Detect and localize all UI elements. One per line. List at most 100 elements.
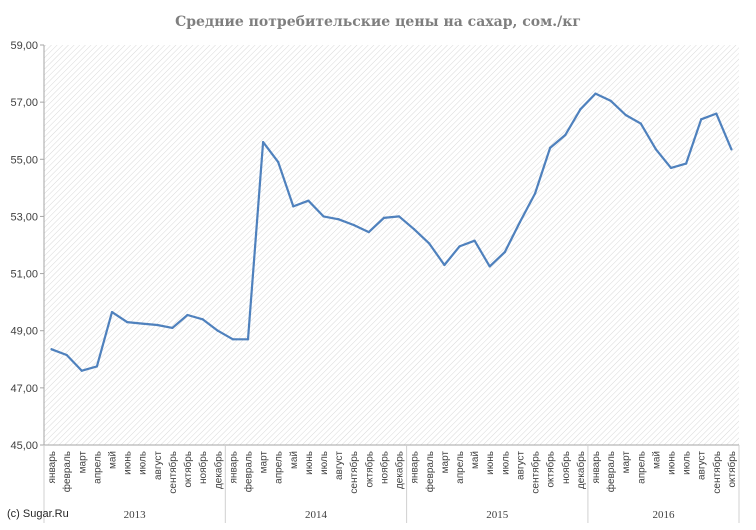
x-tick-label: апрель	[636, 451, 647, 484]
x-tick-label: ноябрь	[378, 451, 390, 484]
y-tick-label: 45,00	[10, 440, 38, 452]
x-tick-label: июнь	[304, 451, 315, 475]
chart-title: Средние потребительские цены на сахар, с…	[175, 14, 581, 30]
data-point	[367, 231, 370, 234]
data-point	[730, 148, 733, 151]
source-credit: (c) Sugar.Ru	[7, 508, 69, 520]
x-tick-label: май	[289, 451, 300, 469]
data-point	[488, 265, 491, 268]
x-tick-label: июнь	[667, 451, 678, 475]
series-line-0	[50, 92, 733, 372]
data-point	[261, 141, 265, 144]
data-point	[125, 321, 129, 324]
y-tick-label: 47,00	[10, 383, 38, 395]
y-tick-label: 59,00	[10, 40, 38, 52]
y-tick-label: 55,00	[10, 154, 38, 166]
x-tick-label: март	[440, 451, 451, 474]
x-tick-label: октябрь	[726, 451, 738, 488]
data-point	[352, 223, 355, 227]
data-point	[307, 199, 310, 202]
data-point	[518, 221, 522, 224]
data-point	[639, 122, 642, 125]
x-tick-label: март	[621, 451, 632, 474]
data-point	[292, 205, 295, 208]
x-tick-label: ноябрь	[197, 451, 209, 484]
y-tick-label: 49,00	[10, 326, 38, 338]
data-point	[201, 318, 204, 321]
data-point	[428, 242, 431, 245]
x-tick-label: февраль	[61, 451, 73, 492]
x-tick-label: октябрь	[182, 451, 194, 488]
x-tick-label: август	[334, 451, 345, 480]
data-point	[80, 369, 83, 372]
year-label: 2013	[124, 509, 147, 521]
x-tick-label: октябрь	[363, 451, 375, 488]
x-tick-label: октябрь	[545, 451, 557, 488]
data-point	[186, 313, 189, 317]
y-axis: 45,00 47,00 49,00 51,00 53,00 55,00 57,00 59,00	[10, 40, 45, 452]
data-point	[397, 215, 401, 218]
x-tick-label: август	[697, 451, 708, 480]
x-tick-label: июль	[138, 451, 149, 475]
x-tick-label: апрель	[92, 451, 103, 484]
data-point	[50, 348, 53, 351]
x-tick-label: декабрь	[394, 451, 406, 489]
x-tick-label: февраль	[605, 451, 617, 492]
data-point	[110, 311, 114, 314]
data-point	[95, 365, 98, 368]
x-tick-label: июль	[500, 451, 511, 475]
data-point	[503, 251, 506, 254]
plot-area	[44, 45, 739, 445]
year-label: 2014	[305, 509, 328, 521]
data-point	[564, 133, 567, 137]
data-point	[65, 353, 68, 357]
x-tick-label: сентябрь	[348, 451, 360, 494]
data-point	[609, 99, 612, 102]
x-tick-label: май	[107, 451, 118, 469]
data-point	[156, 323, 159, 327]
data-point	[413, 228, 416, 231]
data-point	[277, 161, 280, 164]
x-tick-label: июль	[319, 451, 330, 475]
x-tick-label: август	[515, 451, 526, 480]
x-tick-label: январь	[228, 451, 239, 483]
data-point	[231, 338, 234, 341]
x-tick-label: май	[470, 451, 481, 469]
x-tick-label: январь	[410, 451, 421, 483]
x-tick-label: сентябрь	[711, 451, 723, 494]
x-tick-label: март	[259, 451, 270, 474]
x-tick-label: январь	[47, 451, 58, 483]
data-point	[337, 218, 340, 221]
x-tick-label: май	[651, 451, 662, 469]
x-tick-label: июнь	[485, 451, 496, 475]
data-point	[579, 108, 582, 111]
x-tick-label: август	[153, 451, 164, 480]
data-point	[141, 322, 144, 325]
data-point	[533, 192, 537, 195]
data-point	[216, 329, 219, 332]
x-tick-label: июнь	[123, 451, 134, 475]
x-tick-label: декабрь	[575, 451, 587, 489]
data-point	[594, 92, 597, 95]
x-tick-label: июль	[682, 451, 693, 475]
x-tick-label: апрель	[274, 451, 285, 484]
x-tick-label: сентябрь	[530, 451, 542, 494]
data-point	[382, 216, 386, 219]
year-label: 2016	[652, 509, 675, 521]
data-point	[700, 118, 703, 121]
data-point	[715, 112, 718, 115]
x-tick-label: апрель	[455, 451, 466, 484]
x-tick-label: февраль	[242, 451, 254, 492]
data-point	[624, 113, 627, 117]
series-group	[50, 92, 733, 372]
data-point	[246, 338, 250, 341]
y-tick-label: 51,00	[10, 269, 38, 281]
y-tick-label: 57,00	[10, 97, 38, 109]
x-tick-label: март	[77, 451, 88, 474]
data-point	[322, 215, 325, 218]
data-point	[669, 166, 673, 169]
x-tick-label: февраль	[424, 451, 436, 492]
data-point	[473, 239, 476, 242]
y-tick-label: 53,00	[10, 211, 38, 223]
